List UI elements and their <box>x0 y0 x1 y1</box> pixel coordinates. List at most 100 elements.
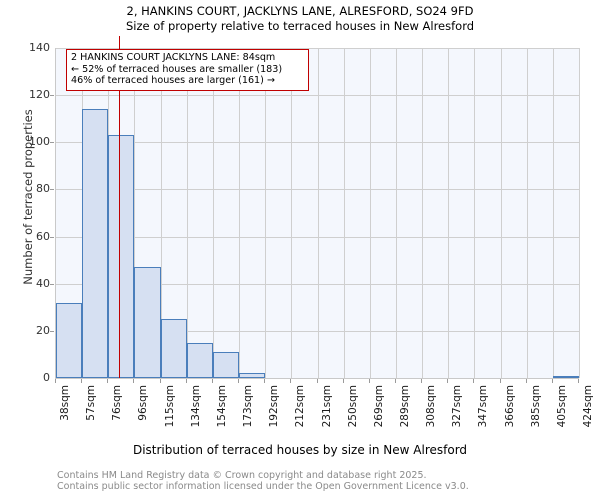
x-axis-tick-label: 327sqm <box>451 385 464 428</box>
x-axis-tick-mark <box>316 379 318 383</box>
x-axis: 38sqm 57sqm 76sqm 96sqm 115sqm 134sqm 154sqm 17… <box>55 379 594 439</box>
y-axis-tick-label: 0 <box>43 371 50 384</box>
footer-line-2: Contains public sector information licen… <box>57 481 469 492</box>
y-axis-title: Number of terraced properties <box>21 109 35 285</box>
annotation-smaller-stat: ← 52% of terraced houses are smaller (18… <box>71 63 283 75</box>
y-axis-tick-label: 60 <box>36 229 50 243</box>
x-axis-tick-label: 38sqm <box>59 385 71 421</box>
x-axis-tick-mark <box>211 379 213 383</box>
x-axis-tick-label: 366sqm <box>503 385 516 428</box>
y-axis-tick-mark <box>50 142 54 144</box>
x-axis-tick-mark <box>342 379 344 383</box>
histogram-bar <box>108 135 135 378</box>
x-axis-tick-mark <box>525 379 527 383</box>
gridline-vertical <box>526 48 528 378</box>
y-axis-tick-label: 80 <box>36 182 50 196</box>
y-axis-tick-label: 40 <box>36 276 50 290</box>
x-axis-tick-mark <box>447 379 449 383</box>
histogram-bar <box>212 352 240 378</box>
gridline-vertical <box>422 48 424 378</box>
x-axis-tick-mark <box>159 379 161 383</box>
property-size-marker-line <box>118 36 120 378</box>
x-axis-tick-mark <box>551 379 553 383</box>
x-axis-tick-label: 76sqm <box>111 385 124 421</box>
histogram-bar <box>552 375 579 378</box>
gridline-vertical <box>369 48 371 378</box>
x-axis-tick-label: 134sqm <box>189 385 202 428</box>
x-axis-tick-label: 308sqm <box>425 385 438 428</box>
plot-area <box>55 36 580 379</box>
x-axis-tick-label: 173sqm <box>242 385 255 428</box>
annotation-property-size: 2 HANKINS COURT JACKLYNS LANE: 84sqm <box>71 52 276 63</box>
gridline-vertical <box>291 48 293 378</box>
x-axis-tick-mark <box>473 379 475 383</box>
x-axis-tick-label: 405sqm <box>555 385 568 428</box>
gridline-vertical <box>500 48 502 378</box>
x-axis-tick-mark <box>185 379 187 383</box>
histogram-bar <box>134 267 161 378</box>
x-axis-tick-mark <box>578 379 579 383</box>
histogram-bar <box>82 109 109 378</box>
y-axis-tick-mark <box>50 95 54 97</box>
y-axis-tick-mark <box>50 330 54 332</box>
gridline-vertical <box>134 48 136 378</box>
gridline-vertical <box>579 48 580 378</box>
gridline-vertical <box>395 48 397 378</box>
histogram-bar <box>56 302 83 378</box>
x-axis-tick-label: 424sqm <box>582 385 594 428</box>
gridline-vertical <box>343 48 345 378</box>
x-axis-tick-label: 154sqm <box>215 385 228 428</box>
x-axis-tick-label: 385sqm <box>529 385 542 428</box>
x-axis-tick-label: 96sqm <box>137 385 150 421</box>
x-axis-tick-mark <box>55 379 56 383</box>
y-axis-tick-label: 100 <box>29 135 50 149</box>
gridline-vertical <box>474 48 476 378</box>
gridline-vertical <box>265 48 267 378</box>
x-axis-tick-label: 115sqm <box>163 385 176 428</box>
x-axis-tick-label: 192sqm <box>268 385 281 428</box>
x-axis-tick-mark <box>394 379 396 383</box>
x-axis-tick-mark <box>264 379 266 383</box>
gridline-vertical <box>186 48 188 378</box>
chart-title-secondary: Size of property relative to terraced ho… <box>125 19 475 33</box>
property-annotation-box: 2 HANKINS COURT JACKLYNS LANE: 84sqm ← 5… <box>66 49 309 91</box>
x-axis-title: Distribution of terraced houses by size … <box>132 443 468 457</box>
chart-title-block: 2, HANKINS COURT, JACKLYNS LANE, ALRESFO… <box>0 4 600 34</box>
gridline-vertical <box>239 48 241 378</box>
y-axis-tick-label: 140 <box>29 41 50 54</box>
annotation-larger-stat: 46% of terraced houses are larger (161) … <box>71 75 275 86</box>
x-axis-tick-label: 57sqm <box>85 385 98 421</box>
x-axis-tick-mark <box>107 379 109 383</box>
histogram-bar <box>160 319 187 378</box>
x-axis-tick-mark <box>81 379 83 383</box>
x-axis-tick-label: 347sqm <box>477 385 490 428</box>
y-axis-tick-label: 120 <box>29 88 50 102</box>
footer-line-1: Contains HM Land Registry data © Crown c… <box>57 470 427 481</box>
gridline-vertical <box>160 48 162 378</box>
x-axis-tick-label: 231sqm <box>320 385 333 428</box>
gridline-vertical <box>317 48 319 378</box>
gridline-vertical <box>212 48 214 378</box>
x-axis-tick-mark <box>238 379 240 383</box>
y-axis-tick-mark <box>50 283 54 285</box>
x-axis-tick-mark <box>368 379 370 383</box>
x-axis-tick-label: 269sqm <box>372 385 385 428</box>
x-axis-tick-mark <box>499 379 501 383</box>
y-axis-tick-mark <box>50 189 54 191</box>
x-axis-tick-mark <box>290 379 292 383</box>
x-axis-tick-label: 212sqm <box>294 385 307 428</box>
histogram-bar <box>239 373 266 378</box>
attribution-footer: Contains HM Land Registry data © Crown c… <box>57 470 577 492</box>
gridline-vertical <box>552 48 554 378</box>
x-axis-tick-label: 289sqm <box>398 385 411 428</box>
gridline-vertical <box>448 48 450 378</box>
histogram-bar <box>186 342 213 378</box>
y-axis-tick-mark <box>50 236 54 238</box>
x-axis-tick-mark <box>133 379 135 383</box>
x-axis-tick-label: 250sqm <box>346 385 359 428</box>
y-axis: 0 20 40 60 80 100 120 140 <box>0 41 54 384</box>
x-axis-tick-mark <box>421 379 423 383</box>
y-axis-tick-label: 20 <box>36 323 50 337</box>
chart-title-primary: 2, HANKINS COURT, JACKLYNS LANE, ALRESFO… <box>126 4 474 18</box>
